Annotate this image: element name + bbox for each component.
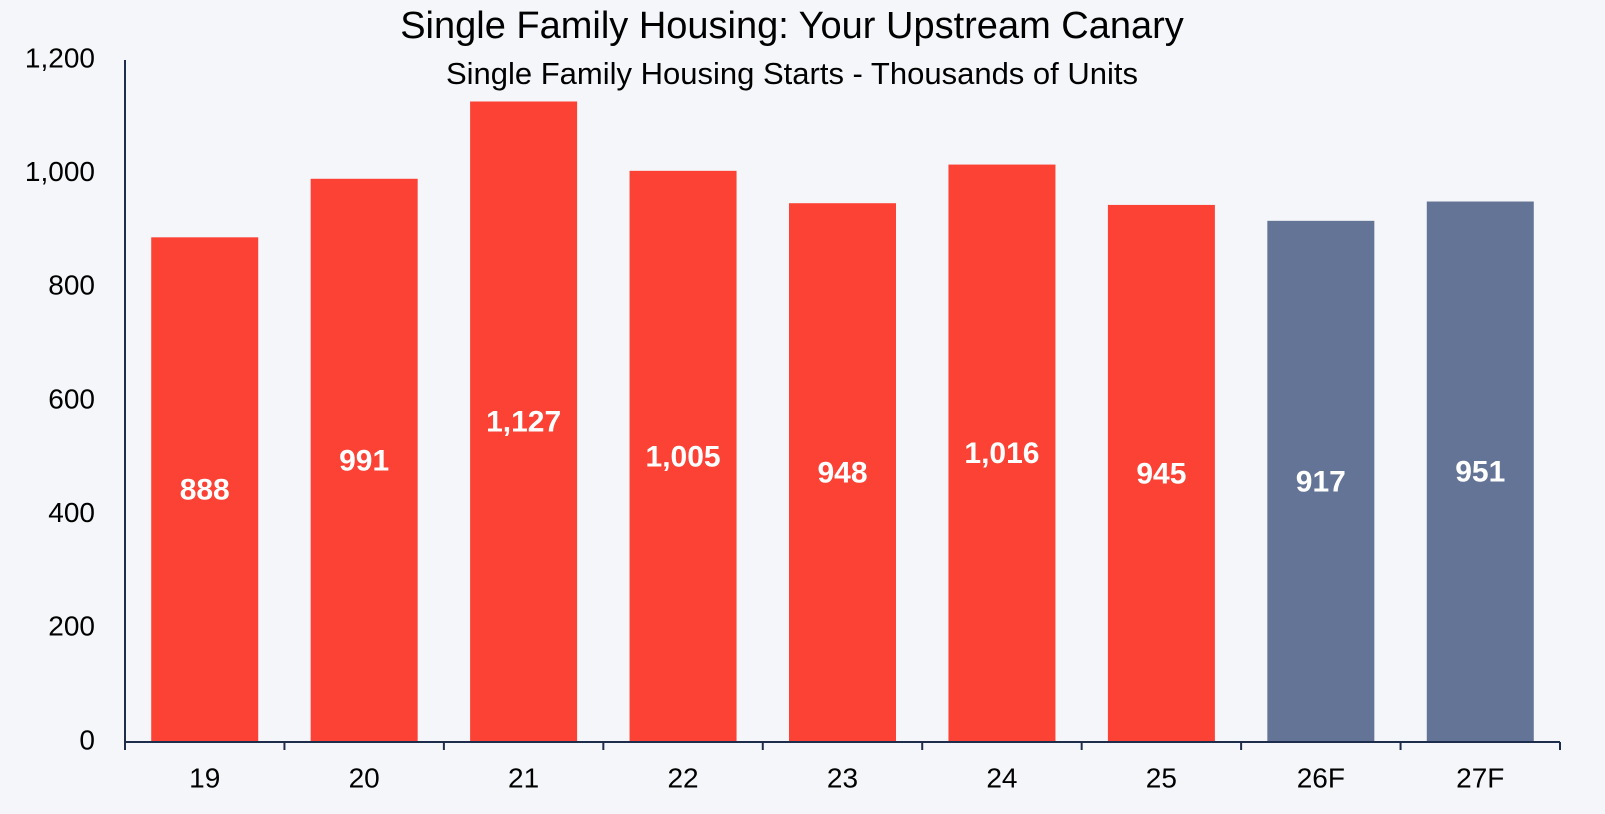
data-label: 917 — [1296, 465, 1346, 498]
x-tick-label: 24 — [986, 762, 1017, 793]
bar — [948, 164, 1056, 742]
x-tick-label: 19 — [189, 762, 220, 793]
data-label: 1,016 — [964, 437, 1039, 470]
bar — [470, 101, 578, 742]
bar — [789, 203, 896, 743]
x-tick-label: 21 — [508, 762, 539, 793]
bar — [629, 170, 737, 742]
y-tick-label: 800 — [48, 270, 95, 301]
data-label: 945 — [1136, 457, 1186, 490]
data-label: 1,127 — [486, 406, 561, 439]
x-tick-label: 23 — [827, 762, 858, 793]
bar — [1107, 204, 1215, 743]
bar — [310, 178, 418, 742]
y-tick-label: 200 — [48, 611, 95, 642]
x-tick-label: 27F — [1456, 762, 1504, 793]
y-tick-label: 0 — [79, 724, 95, 755]
data-label: 888 — [180, 474, 230, 507]
y-tick-label: 1,200 — [25, 42, 95, 73]
chart-title: Single Family Housing: Your Upstream Can… — [400, 5, 1184, 47]
y-tick-label: 400 — [48, 497, 95, 528]
bar — [1426, 201, 1534, 742]
data-label: 951 — [1455, 456, 1505, 489]
data-label: 1,005 — [646, 440, 721, 473]
data-label: 948 — [817, 457, 867, 490]
x-tick-label: 22 — [667, 762, 698, 793]
x-tick-label: 26F — [1297, 762, 1345, 793]
chart-subtitle: Single Family Housing Starts - Thousands… — [446, 56, 1138, 91]
data-label: 991 — [339, 444, 389, 477]
bar — [151, 237, 259, 742]
bar — [1267, 220, 1375, 743]
y-tick-label: 1,000 — [25, 156, 95, 187]
y-tick-label: 600 — [48, 383, 95, 414]
x-tick-label: 25 — [1146, 762, 1177, 793]
x-tick-label: 20 — [349, 762, 380, 793]
